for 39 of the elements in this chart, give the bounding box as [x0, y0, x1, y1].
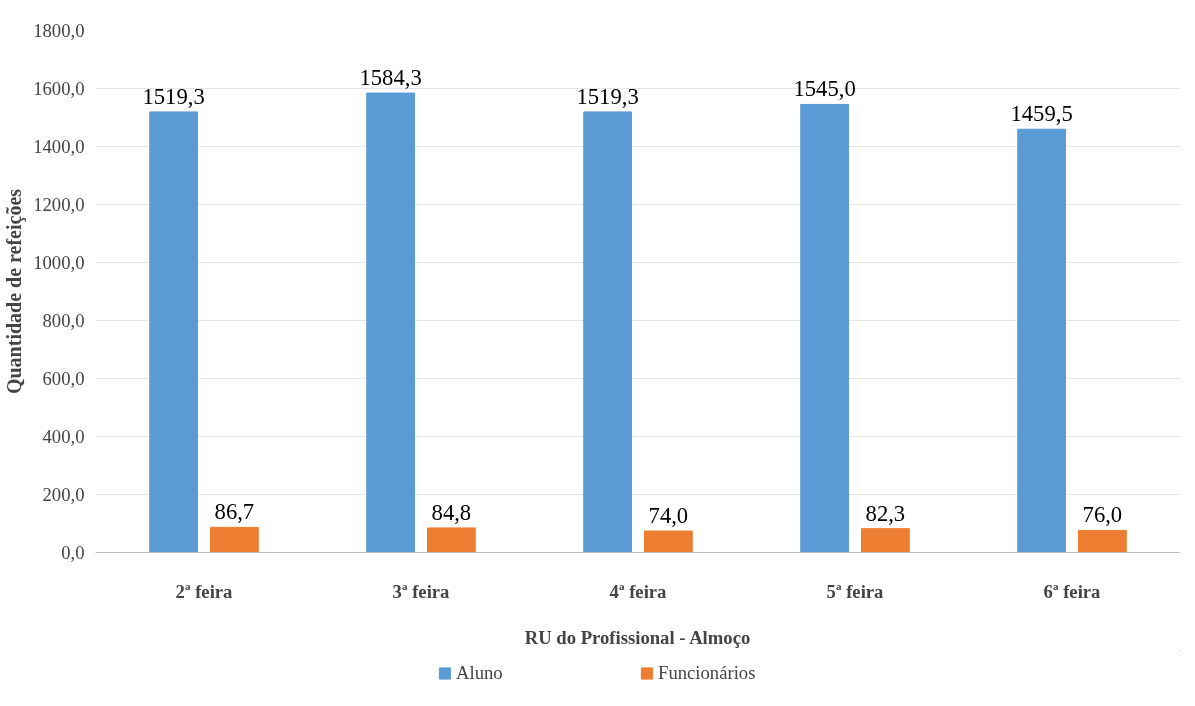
- bar: [1078, 529, 1127, 553]
- y-tick-label: 400,0: [42, 426, 85, 447]
- data-label: 1584,3: [359, 65, 422, 91]
- data-label: 1519,3: [576, 83, 639, 109]
- data-label: 82,3: [865, 500, 906, 526]
- bar: [644, 530, 693, 553]
- bar: [861, 528, 910, 553]
- legend-label: Funcionários: [658, 661, 757, 684]
- x-tick-label: 5ª feira: [826, 580, 885, 602]
- y-tick-label: 600,0: [42, 368, 85, 389]
- data-label: 74,0: [648, 503, 689, 529]
- bar: [800, 103, 849, 553]
- data-label: 86,7: [214, 499, 255, 525]
- x-tick-label: 4ª feira: [609, 580, 668, 602]
- x-tick-label: 2ª feira: [175, 580, 234, 602]
- bar: [210, 526, 259, 553]
- data-label: 1519,3: [142, 83, 205, 109]
- data-label: 76,0: [1082, 502, 1123, 528]
- y-tick-label: 1200,0: [33, 194, 85, 215]
- y-tick-label: 800,0: [42, 310, 85, 331]
- x-axis-title: RU do Profissional - Almoço: [524, 626, 751, 648]
- y-tick-label: 1800,0: [33, 20, 85, 41]
- x-tick-label: 3ª feira: [392, 580, 451, 602]
- y-tick-label: 1600,0: [33, 78, 85, 99]
- y-tick-label: 0,0: [61, 542, 85, 563]
- x-tick-label: 6ª feira: [1043, 580, 1102, 602]
- data-label: 84,8: [431, 499, 472, 525]
- bar: [1017, 128, 1066, 553]
- y-axis-title: Quantidade de refeições: [3, 188, 27, 395]
- data-label: 1459,5: [1010, 101, 1073, 127]
- y-tick-label: 1000,0: [33, 252, 85, 273]
- bar: [427, 527, 476, 553]
- data-label: 1545,0: [793, 76, 856, 102]
- y-tick-label: 200,0: [42, 484, 85, 505]
- bar: [366, 92, 415, 553]
- y-tick-label: 1400,0: [33, 136, 85, 157]
- bar: [149, 111, 198, 553]
- legend-label: Aluno: [456, 661, 504, 684]
- bar: [583, 111, 632, 553]
